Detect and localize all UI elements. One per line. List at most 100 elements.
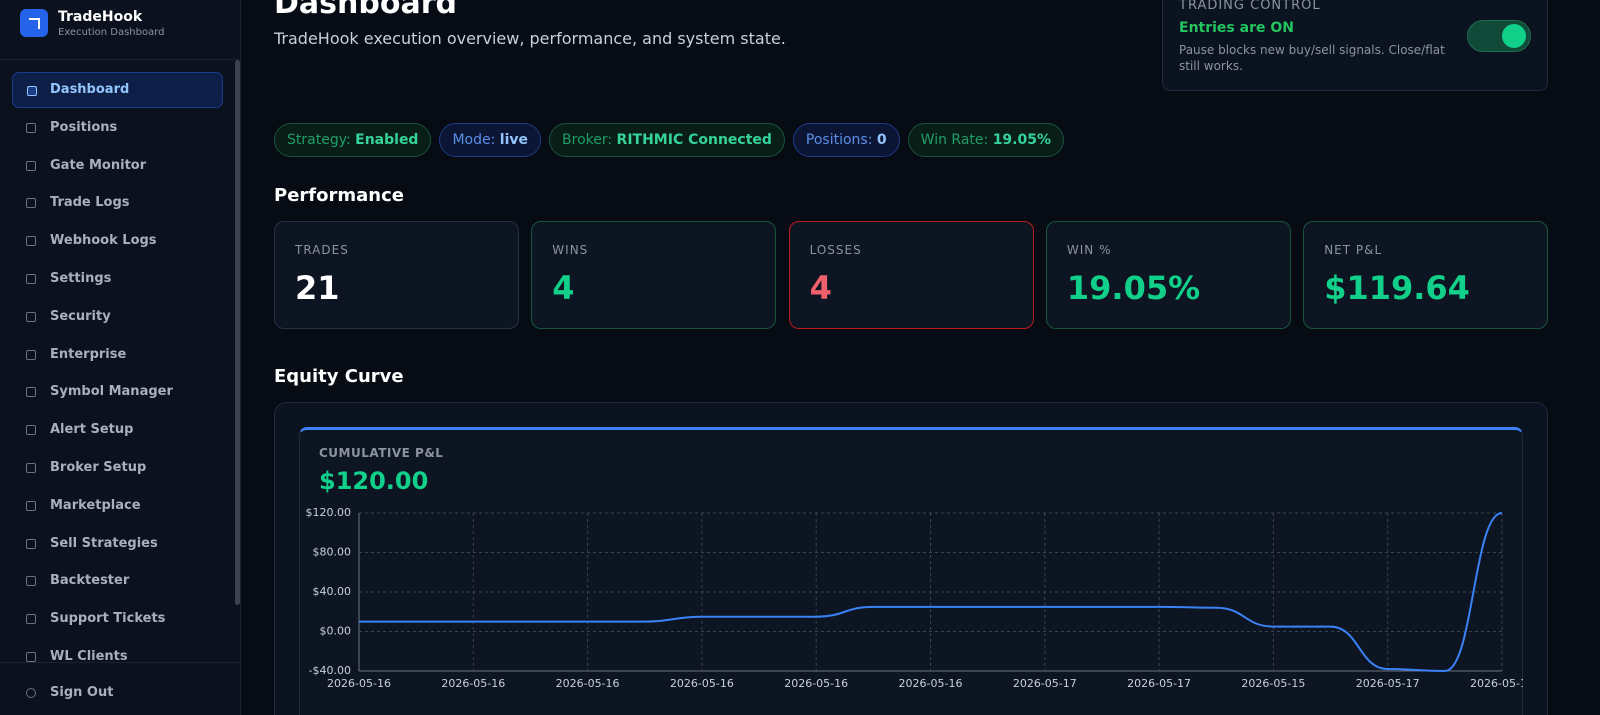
nav-item[interactable]: Backtester	[12, 563, 223, 599]
brand: TradeHook	[58, 9, 143, 25]
divider	[0, 59, 240, 60]
equity-chart: -$40.00 $0.00 $40.00 $80.00 $120.00 2026-05-1…	[306, 506, 1524, 690]
x-tick-label: 2026-05-17	[1470, 677, 1523, 690]
card-value: 4	[809, 269, 832, 307]
pill-label: Positions:	[805, 132, 873, 148]
nav-label: Gate Monitor	[50, 157, 147, 173]
logo	[20, 9, 48, 37]
nav-label: Dashboard	[50, 82, 130, 97]
stat-card: TRADES 21	[274, 221, 519, 329]
nav-item[interactable]: Gate Monitor	[12, 148, 223, 184]
nav-icon	[26, 614, 36, 625]
x-tick-label: 2026-05-16	[327, 677, 391, 690]
card-label: LOSSES	[809, 243, 862, 257]
page-subtitle: TradeHook execution overview, performanc…	[274, 29, 786, 48]
nav-item[interactable]: Dashboard	[12, 72, 223, 108]
entries-toggle[interactable]	[1467, 20, 1531, 52]
status-pill: Win Rate: 19.05%	[907, 123, 1064, 157]
nav-icon	[26, 236, 36, 247]
card-label: WINS	[552, 243, 589, 257]
nav-label: Enterprise	[50, 346, 127, 362]
nav-icon	[26, 425, 36, 436]
nav-item[interactable]: Sell Strategies	[12, 526, 223, 562]
x-tick-label: 2026-05-16	[441, 677, 505, 690]
x-tick-label: 2026-05-17	[1356, 677, 1420, 690]
pill-value: live	[499, 132, 529, 148]
pill-value: 19.05%	[992, 132, 1051, 148]
page-title: Dashboard	[274, 0, 457, 21]
nav-icon	[26, 538, 36, 549]
y-tick-label: $0.00	[320, 625, 352, 638]
nav-item[interactable]: Positions	[12, 110, 223, 146]
nav-icon	[26, 274, 36, 284]
equity-value: $120.00	[319, 467, 429, 495]
sign-out[interactable]: Sign Out	[12, 675, 223, 711]
section-heading: Equity Curve	[274, 366, 404, 387]
nav-label: Security	[50, 308, 111, 324]
nav-icon	[26, 576, 36, 587]
nav-label: Broker Setup	[50, 460, 147, 475]
stat-card: WINS 4	[531, 221, 777, 329]
x-tick-label: 2026-05-17	[1127, 677, 1191, 690]
stat-card: LOSSES 4	[788, 221, 1034, 329]
status-pills: Strategy: Enabled Mode: live Broker: RITHM…	[274, 123, 1064, 157]
tc-label: TRADING CONTROL	[1179, 0, 1321, 13]
card-value: 19.05%	[1066, 269, 1201, 307]
pill-value: 0	[876, 132, 887, 148]
pill-value: RITHMIC Connected	[616, 132, 772, 148]
nav-label: Trade Logs	[50, 195, 130, 211]
nav-label: Alert Setup	[50, 422, 134, 438]
x-tick-label: 2026-05-16	[556, 677, 620, 690]
nav-icon	[26, 500, 36, 511]
nav-item[interactable]: Support Tickets	[12, 601, 223, 637]
trading-control: TRADING CONTROL Entries are ON Pause blo…	[1162, 0, 1548, 91]
nav-icon	[26, 349, 36, 360]
nav-item[interactable]: Enterprise	[12, 337, 223, 373]
pill-value: Enabled	[355, 132, 419, 148]
stat-card: WIN % 19.05%	[1045, 221, 1291, 329]
card-label: NET P&L	[1324, 243, 1383, 257]
nav-icon	[26, 387, 36, 398]
nav-label: Positions	[50, 119, 118, 135]
x-tick-label: 2026-05-16	[784, 677, 848, 690]
nav-item[interactable]: Trade Logs	[12, 185, 223, 221]
card-label: TRADES	[295, 243, 349, 257]
nav-label: Webhook Logs	[50, 233, 157, 249]
nav-icon	[26, 160, 36, 171]
nav-item[interactable]: WL Clients	[12, 639, 223, 675]
nav-label: WL Clients	[50, 649, 128, 664]
nav-icon	[26, 463, 36, 473]
y-tick-label: $80.00	[313, 546, 352, 559]
status-pill: Broker: RITHMIC Connected	[549, 123, 785, 157]
tc-note: Pause blocks new buy/sell signals. Close…	[1179, 43, 1445, 73]
nav-item[interactable]: Alert Setup	[12, 412, 223, 448]
equity-label: CUMULATIVE P&L	[319, 446, 444, 460]
nav-item[interactable]: Broker Setup	[12, 450, 223, 486]
y-tick-label: -$40.00	[309, 664, 351, 677]
x-tick-label: 2026-05-17	[1013, 677, 1077, 690]
nav-item[interactable]: Webhook Logs	[12, 223, 223, 259]
y-tick-label: $40.00	[313, 585, 352, 598]
nav-item[interactable]: Settings	[12, 261, 223, 297]
status-pill: Mode: live	[439, 123, 542, 157]
y-tick-label: $120.00	[306, 506, 352, 519]
card-value: 21	[295, 269, 340, 307]
nav-item[interactable]: Security	[12, 299, 223, 335]
status-pill: Strategy: Enabled	[274, 123, 432, 157]
scrollbar	[235, 60, 240, 605]
nav-label: Symbol Manager	[50, 384, 173, 400]
tc-status: Entries are ON	[1179, 20, 1294, 36]
card-value: $119.64	[1324, 269, 1470, 307]
nav-item[interactable]: Marketplace	[12, 488, 223, 524]
sign-out-label: Sign Out	[50, 685, 114, 700]
nav-icon	[26, 652, 36, 662]
nav-icon	[26, 311, 36, 322]
nav-label: Support Tickets	[50, 611, 166, 627]
divider	[0, 662, 240, 663]
brand-sub: Execution Dashboard	[58, 27, 165, 38]
nav-label: Backtester	[50, 573, 130, 589]
x-tick-label: 2026-05-15	[1241, 677, 1305, 690]
pill-label: Broker:	[562, 132, 613, 148]
nav-item[interactable]: Symbol Manager	[12, 374, 223, 410]
nav-icon	[27, 86, 37, 96]
